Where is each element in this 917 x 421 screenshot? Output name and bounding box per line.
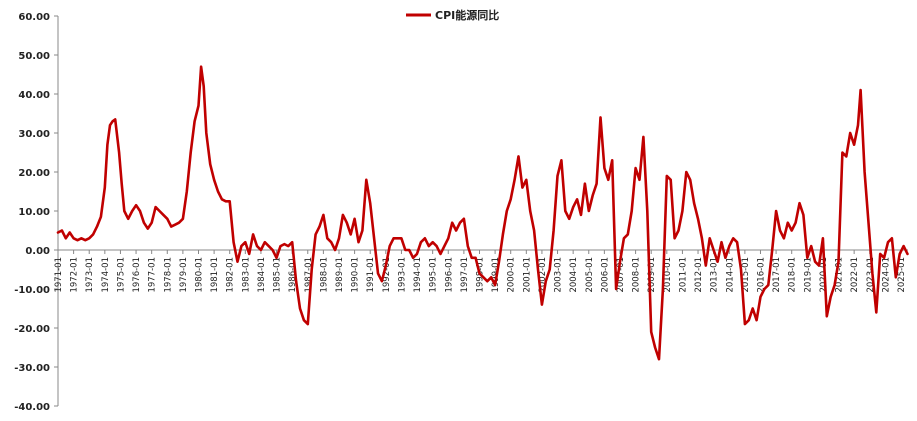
series-layer bbox=[56, 65, 909, 361]
x-tick-label: 1991-01 bbox=[366, 257, 376, 293]
y-tick-label: -40.00 bbox=[14, 402, 50, 413]
x-tick-label: 1993-01 bbox=[397, 257, 407, 293]
y-tick-label: 30.00 bbox=[18, 129, 50, 140]
x-tick-label: 1978-01 bbox=[163, 257, 173, 293]
y-tick-label: -10.00 bbox=[14, 285, 50, 296]
series-line bbox=[56, 65, 909, 361]
x-tick-label: 2007-01 bbox=[616, 257, 626, 293]
legend-label: CPI能源同比 bbox=[435, 8, 499, 22]
y-tick-label: -20.00 bbox=[14, 324, 50, 335]
x-tick-label: 2011-01 bbox=[678, 257, 688, 293]
y-tick-label: 10.00 bbox=[18, 207, 50, 218]
x-tick-label: 1984-01 bbox=[257, 257, 267, 293]
x-tick-label: 2023-01 bbox=[866, 257, 876, 293]
x-tick-label: 1996-01 bbox=[444, 257, 454, 293]
x-tick-label: 2019-01 bbox=[803, 257, 813, 293]
x-tick-label: 1987-01 bbox=[304, 257, 314, 293]
x-tick-label: 1983-01 bbox=[241, 257, 251, 293]
x-axis: 1971-01 1972-01 1973-01 1974-01 1975-01 1976-… bbox=[54, 249, 908, 293]
y-axis: 60.00 50.00 40.00 30.00 20.00 10.00 0.00 -10.00… bbox=[14, 12, 59, 413]
x-tick-label: 2013-01 bbox=[710, 257, 720, 293]
x-tick-label: 2003-01 bbox=[554, 257, 564, 293]
x-tick-label: 1995-01 bbox=[429, 257, 439, 293]
x-tick-label: 2016-01 bbox=[756, 257, 766, 293]
x-tick-label: 2000-01 bbox=[507, 257, 517, 293]
x-tick-label: 2009-01 bbox=[647, 257, 657, 293]
y-tick-label: 60.00 bbox=[18, 12, 50, 23]
x-tick-label: 2024-01 bbox=[881, 257, 891, 293]
x-tick-label: 1979-01 bbox=[179, 257, 189, 293]
x-tick-label: 2008-01 bbox=[632, 257, 642, 293]
x-tick-label: 2010-01 bbox=[663, 257, 673, 293]
y-tick-label: 50.00 bbox=[18, 51, 50, 62]
x-tick-label: 1988-01 bbox=[319, 257, 329, 293]
x-tick-label: 1994-01 bbox=[413, 257, 423, 293]
x-tick-label: 1974-01 bbox=[101, 257, 111, 293]
x-tick-label: 1982-01 bbox=[226, 257, 236, 293]
x-tick-label: 2001-01 bbox=[522, 257, 532, 293]
x-tick-label: 1981-01 bbox=[210, 257, 220, 293]
x-tick-label: 1972-01 bbox=[70, 257, 80, 293]
x-tick-label: 2025-01 bbox=[897, 257, 907, 293]
x-tick-label: 1973-01 bbox=[85, 257, 95, 293]
x-tick-label: 2017-01 bbox=[772, 257, 782, 293]
x-tick-label: 1997-01 bbox=[460, 257, 470, 293]
x-tick-label: 1990-01 bbox=[351, 257, 361, 293]
x-tick-label: 2014-01 bbox=[725, 257, 735, 293]
x-tick-label: 1976-01 bbox=[132, 257, 142, 293]
x-tick-label: 1980-01 bbox=[194, 257, 204, 293]
x-tick-label: 2005-01 bbox=[585, 257, 595, 293]
x-tick-label: 2012-01 bbox=[694, 257, 704, 293]
x-tick-label: 2021-01 bbox=[835, 257, 845, 293]
x-tick-label: 2015-01 bbox=[741, 257, 751, 293]
x-tick-label: 2004-01 bbox=[569, 257, 579, 293]
x-tick-label: 1975-01 bbox=[116, 257, 126, 293]
x-tick-label: 2002-01 bbox=[538, 257, 548, 293]
y-tick-label: 20.00 bbox=[18, 168, 50, 179]
x-tick-label: 1971-01 bbox=[54, 257, 64, 293]
x-tick-label: 1986-01 bbox=[288, 257, 298, 293]
x-tick-label: 1985-01 bbox=[273, 257, 283, 293]
x-tick-label: 2006-01 bbox=[600, 257, 610, 293]
legend: CPI能源同比 bbox=[406, 8, 499, 22]
x-tick-label: 2018-01 bbox=[788, 257, 798, 293]
x-tick-label: 1977-01 bbox=[148, 257, 158, 293]
x-tick-label: 2022-01 bbox=[850, 257, 860, 293]
y-tick-label: -30.00 bbox=[14, 363, 50, 374]
y-tick-label: 0.00 bbox=[25, 246, 50, 257]
x-tick-label: 1989-01 bbox=[335, 257, 345, 293]
x-tick-label: 1992-01 bbox=[382, 257, 392, 293]
y-tick-label: 40.00 bbox=[18, 90, 50, 101]
